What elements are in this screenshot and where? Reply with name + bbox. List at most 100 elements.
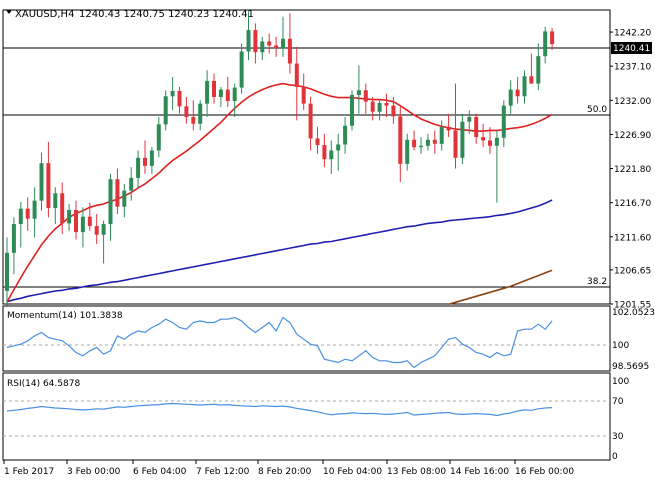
candle-body (453, 130, 458, 158)
candle (25, 197, 30, 231)
candle (39, 152, 44, 211)
candle (212, 73, 216, 104)
candle (5, 237, 9, 307)
candle-body (467, 117, 472, 122)
candle (322, 133, 327, 168)
candle-body (18, 208, 23, 225)
candle-body (488, 140, 492, 146)
candle-body (474, 117, 479, 138)
dropdown-triangle-icon[interactable] (6, 10, 12, 14)
candle (74, 200, 78, 240)
candle-body (101, 224, 106, 235)
candle-body (198, 103, 203, 124)
candle (260, 36, 265, 61)
candle-body (515, 89, 520, 97)
momentum-tick-high: 102.0523 (612, 308, 655, 318)
candle (122, 183, 127, 218)
candle (439, 120, 444, 151)
candle-body (53, 193, 58, 209)
candle (246, 11, 251, 61)
candle (67, 203, 72, 231)
candle-body (5, 252, 9, 291)
price-pane (2, 9, 611, 305)
candle-body (32, 200, 37, 219)
candle-body (398, 116, 403, 164)
candle (108, 173, 113, 241)
candle (60, 182, 65, 235)
candle-body (184, 106, 189, 118)
sma-fast-line (6, 82, 553, 303)
candle (494, 130, 499, 203)
candle-body (87, 216, 92, 227)
candle (508, 80, 513, 114)
sma-slow-line (448, 269, 553, 306)
candle (536, 43, 541, 91)
candle (239, 43, 244, 94)
candle (315, 127, 320, 154)
momentum-pane (2, 305, 611, 372)
candle (136, 150, 141, 188)
candle-body (481, 137, 486, 141)
candle-body (246, 30, 251, 52)
candle-body (74, 210, 78, 233)
candle-body (212, 80, 216, 97)
candle-body (232, 87, 237, 101)
candle (329, 140, 334, 174)
candle (391, 96, 396, 124)
candle (377, 100, 382, 121)
candle-body (363, 90, 368, 102)
time-tick-label: 10 Feb 04:00 (323, 467, 382, 477)
candle-body (446, 127, 451, 131)
candle-body (536, 56, 541, 84)
candle (143, 140, 147, 174)
candle-body (149, 150, 154, 166)
momentum-tick-low: 98.5695 (612, 362, 649, 372)
price-tick-label: 1216.70 (614, 199, 651, 209)
candle-body (108, 179, 113, 225)
candle (467, 110, 472, 134)
candle-body (191, 117, 196, 124)
candle-body (391, 105, 396, 117)
candle-body (308, 103, 313, 139)
candle (543, 26, 548, 64)
price-tick-label: 1201.55 (614, 301, 651, 311)
candle (287, 13, 292, 74)
candle (384, 93, 389, 118)
candle-body (205, 80, 210, 104)
candle (87, 202, 92, 231)
candle (412, 130, 417, 151)
time-tick-label: 7 Feb 12:00 (196, 467, 250, 477)
candle (301, 73, 306, 111)
candle-body (432, 139, 437, 144)
candle-body (405, 139, 410, 164)
candle (149, 147, 154, 174)
candle (198, 100, 203, 131)
symbol-label: XAUUSD,H4 (15, 9, 74, 20)
candle-body (39, 163, 44, 201)
candle (80, 207, 85, 248)
rsi-series (6, 402, 553, 417)
candle-body (163, 96, 168, 125)
candle-body (329, 150, 334, 160)
candle-body (218, 89, 223, 97)
candle (425, 133, 430, 151)
momentum-series (6, 316, 553, 369)
candle (46, 141, 51, 218)
candle (336, 133, 341, 171)
candle-body (287, 38, 292, 64)
candle-body (143, 157, 147, 166)
candle-body (336, 144, 341, 151)
candle (101, 220, 106, 264)
candle-body (281, 38, 285, 49)
time-tick-label: 3 Feb 00:00 (67, 467, 121, 477)
candle-body (412, 139, 417, 148)
candle-body (550, 31, 555, 45)
candle (94, 214, 99, 245)
current-price-marker (611, 42, 652, 54)
candle (405, 133, 410, 171)
candle-body (543, 31, 548, 57)
candle (253, 23, 258, 64)
candle-body (494, 137, 499, 146)
candle (281, 16, 285, 57)
candle-body (253, 30, 258, 53)
